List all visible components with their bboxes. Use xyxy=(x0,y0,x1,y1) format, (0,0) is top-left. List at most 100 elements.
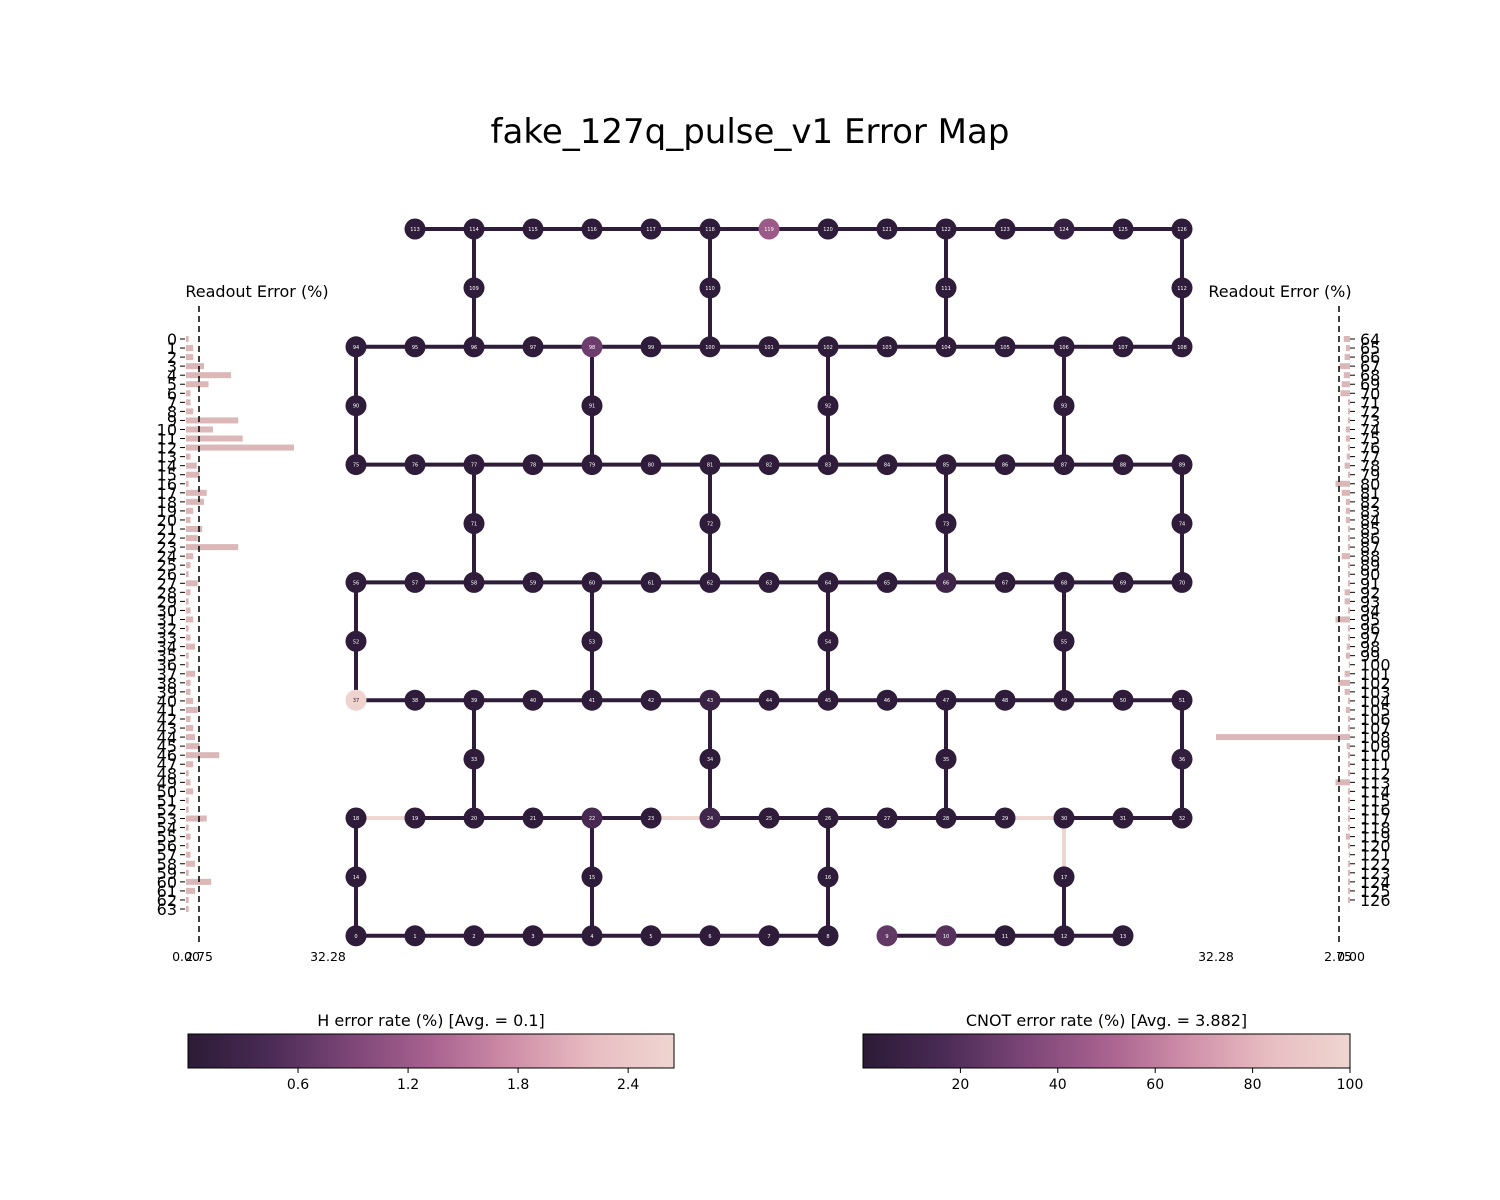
readout-qubit-label: 120 xyxy=(1360,837,1391,856)
qubit-circle xyxy=(581,925,603,947)
qubit-circle xyxy=(817,807,839,829)
readout-bar-93 xyxy=(1344,598,1350,605)
readout-qubit-label: 112 xyxy=(1360,764,1391,783)
qubit-node-62: 62 xyxy=(699,571,721,593)
readout-qubit-label: 9 xyxy=(167,411,177,430)
qubit-circle xyxy=(522,807,544,829)
qubit-circle xyxy=(1112,807,1134,829)
readout-bar-116 xyxy=(1347,806,1350,813)
qubit-label: 113 xyxy=(410,227,420,233)
readout-bar-84 xyxy=(1345,516,1350,523)
qubit-label: 112 xyxy=(1177,286,1187,292)
readout-qubit-label: 79 xyxy=(1360,466,1380,485)
readout-qubit-label: 85 xyxy=(1360,520,1380,539)
qubit-label: 5 xyxy=(649,934,652,940)
qubit-circle xyxy=(463,277,485,299)
qubit-label: 86 xyxy=(1002,463,1008,469)
readout-bar-88 xyxy=(1341,553,1350,560)
qubit-circle xyxy=(463,748,485,770)
readout-qubit-label: 11 xyxy=(157,430,177,449)
qubit-circle xyxy=(463,454,485,476)
qubit-label: 17 xyxy=(1061,875,1067,881)
qubit-circle xyxy=(404,336,426,358)
qubit-node-36: 36 xyxy=(1171,748,1193,770)
qubit-label: 95 xyxy=(412,345,418,351)
readout-qubit-label: 107 xyxy=(1360,719,1391,738)
readout-bar-102 xyxy=(1338,679,1350,686)
readout-qubit-label: 74 xyxy=(1360,420,1380,439)
readout-qubit-label: 61 xyxy=(157,882,177,901)
readout-qubit-label: 55 xyxy=(157,828,177,847)
readout-qubit-label: 69 xyxy=(1360,375,1380,394)
qubit-label: 108 xyxy=(1177,345,1187,351)
qubit-node-112: 112 xyxy=(1171,277,1193,299)
qubit-label: 102 xyxy=(823,345,833,351)
readout-bar-125 xyxy=(1347,887,1350,894)
qubit-label: 126 xyxy=(1177,227,1187,233)
qubit-label: 76 xyxy=(412,463,418,469)
qubit-label: 94 xyxy=(353,345,359,351)
readout-qubit-label: 41 xyxy=(157,701,177,720)
qubit-circle xyxy=(1112,218,1134,240)
readout-bar-20 xyxy=(186,516,191,523)
colorbar-tick-label: 100 xyxy=(1337,1077,1364,1093)
readout-bar-56 xyxy=(186,842,189,849)
qubit-label: 46 xyxy=(884,698,890,704)
qubit-circle xyxy=(876,807,898,829)
qubit-circle xyxy=(817,925,839,947)
qubit-node-4: 4 xyxy=(581,925,603,947)
readout-qubit-label: 54 xyxy=(157,819,177,838)
qubit-node-67: 67 xyxy=(994,571,1016,593)
readout-bar-105 xyxy=(1345,706,1350,713)
qubit-circle xyxy=(581,395,603,417)
readout-bar-27 xyxy=(186,580,198,587)
qubit-label: 71 xyxy=(471,522,477,528)
qubit-node-108: 108 xyxy=(1171,336,1193,358)
readout-qubit-label: 24 xyxy=(157,547,177,566)
qubit-label: 9 xyxy=(885,934,888,940)
readout-qubit-label: 123 xyxy=(1360,864,1391,883)
readout-bar-51 xyxy=(186,797,189,804)
readout-bar-118 xyxy=(1347,824,1350,831)
qubit-node-17: 17 xyxy=(1053,866,1075,888)
readout-qubit-label: 26 xyxy=(157,565,177,584)
readout-bar-41 xyxy=(186,706,198,713)
qubit-circle xyxy=(463,218,485,240)
readout-qubit-label: 8 xyxy=(167,402,177,421)
qubit-label: 33 xyxy=(471,757,477,763)
readout-axis-tick-label: 32.28 xyxy=(1198,949,1234,964)
qubit-node-57: 57 xyxy=(404,571,426,593)
qubit-label: 97 xyxy=(530,345,536,351)
readout-bar-22 xyxy=(186,535,198,542)
readout-bar-121 xyxy=(1348,851,1350,858)
qubit-circle xyxy=(1171,807,1193,829)
readout-qubit-label: 5 xyxy=(167,375,177,394)
colorbar-tick-label: 1.2 xyxy=(397,1077,419,1093)
colorbar-tick-label: 20 xyxy=(951,1077,969,1093)
readout-bar-12 xyxy=(186,444,294,451)
readout-qubit-label: 76 xyxy=(1360,439,1380,458)
qubit-label: 21 xyxy=(530,816,536,822)
qubit-node-61: 61 xyxy=(640,571,662,593)
qubit-circle xyxy=(994,218,1016,240)
qubit-node-82: 82 xyxy=(758,454,780,476)
qubit-circle xyxy=(1171,454,1193,476)
qubit-circle xyxy=(758,571,780,593)
qubit-node-8: 8 xyxy=(817,925,839,947)
qubit-node-71: 71 xyxy=(463,513,485,534)
qubit-label: 77 xyxy=(471,463,477,469)
qubit-circle xyxy=(1053,807,1075,829)
readout-qubit-label: 108 xyxy=(1360,728,1391,747)
readout-qubit-label: 17 xyxy=(157,484,177,503)
qubit-node-0: 0 xyxy=(345,925,367,947)
qubit-label: 11 xyxy=(1002,934,1008,940)
readout-bar-5 xyxy=(186,381,209,388)
readout-bar-115 xyxy=(1347,797,1350,804)
qubit-node-118: 118 xyxy=(699,218,721,240)
qubit-circle xyxy=(1053,866,1075,888)
readout-qubit-label: 59 xyxy=(157,864,177,883)
qubit-node-79: 79 xyxy=(581,454,603,476)
readout-qubit-label: 68 xyxy=(1360,366,1380,385)
readout-qubit-label: 124 xyxy=(1360,873,1391,892)
qubit-circle xyxy=(935,336,957,358)
